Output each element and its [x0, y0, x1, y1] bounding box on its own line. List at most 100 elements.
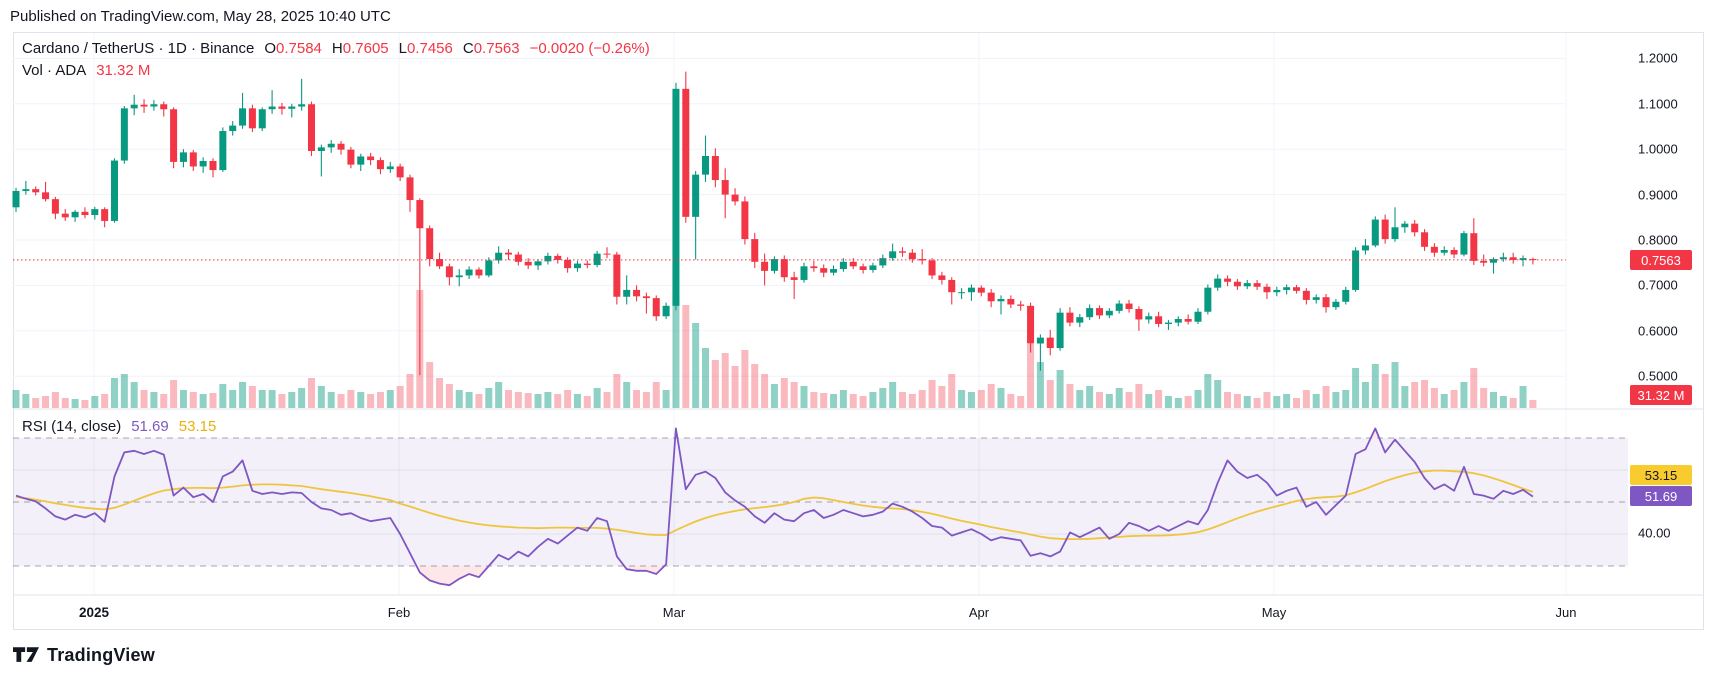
candle-down	[406, 177, 414, 201]
volume-bar	[1036, 362, 1044, 408]
price-axis-label: 0.5000	[1638, 368, 1678, 384]
close-value: 0.7563	[473, 40, 520, 57]
candle-down	[81, 211, 89, 216]
candle-up	[1460, 233, 1468, 255]
volume-bar	[770, 384, 778, 408]
candle-down	[1480, 260, 1488, 263]
volume-bar	[505, 390, 512, 408]
candle-down	[1125, 303, 1133, 310]
candle-down	[741, 201, 749, 240]
volume-value: 31.32 M	[96, 62, 151, 79]
candle-down	[1302, 290, 1310, 300]
candle-down	[524, 261, 532, 266]
candle-down	[1322, 297, 1330, 308]
volume-bar	[731, 366, 739, 408]
high-value: 0.7605	[342, 40, 389, 57]
candle-down	[61, 213, 69, 218]
volume-bar	[702, 348, 709, 408]
candle-up	[455, 275, 463, 278]
volume-bar	[1490, 392, 1497, 408]
volume-bar	[327, 392, 335, 408]
volume-bar	[1440, 394, 1448, 408]
candle-down	[810, 266, 818, 269]
volume-bar	[199, 394, 207, 408]
candle-down	[1293, 287, 1300, 291]
candle-up	[879, 258, 887, 266]
candle-up	[1440, 249, 1448, 253]
volume-bar	[396, 386, 404, 408]
candle-up	[623, 289, 631, 297]
volume-bar	[662, 390, 670, 408]
candle-down	[642, 296, 650, 299]
candle-down	[761, 261, 769, 271]
volume-bar	[1421, 380, 1429, 408]
volume-bar	[899, 392, 906, 408]
volume-bar	[1115, 388, 1123, 408]
candle-up	[1243, 283, 1251, 287]
candle-down	[160, 104, 168, 110]
volume-bar	[721, 353, 729, 408]
volume-bar	[672, 295, 680, 408]
volume-bar	[908, 394, 916, 408]
candle-down	[564, 259, 572, 269]
candle-up	[1194, 311, 1202, 322]
volume-bar	[160, 394, 168, 408]
candle-up	[967, 287, 975, 293]
tradingview-logo-icon	[13, 647, 39, 662]
volume-bar	[544, 392, 552, 408]
candle-up	[1076, 317, 1084, 323]
candle-down	[948, 279, 956, 293]
volume-bar	[426, 362, 434, 408]
candle-up	[1056, 312, 1064, 349]
volume-bar	[120, 374, 128, 408]
candle-down	[475, 269, 483, 276]
volume-legend-row: Vol · ADA 31.32 M	[22, 62, 150, 79]
volume-bar	[593, 388, 601, 408]
candle-up	[997, 299, 1005, 302]
candle-down	[583, 263, 591, 265]
candle-down	[987, 292, 995, 302]
volume-bar	[248, 386, 256, 408]
candle-up	[485, 260, 493, 276]
candle-down	[613, 254, 621, 297]
candle-up	[1371, 219, 1379, 246]
volume-bar	[938, 386, 946, 408]
volume-bar	[800, 386, 808, 408]
volume-bar	[308, 378, 315, 408]
volume-bar	[603, 392, 611, 408]
candle-up	[71, 211, 79, 218]
volume-bar	[623, 382, 631, 408]
volume-bar	[357, 392, 365, 408]
candle-down	[1430, 246, 1438, 253]
volume-bar	[1470, 368, 1478, 408]
volume-bar	[51, 392, 59, 408]
candle-down	[396, 166, 404, 178]
volume-bar	[1411, 382, 1419, 408]
candle-down	[780, 259, 788, 278]
candle-down	[42, 192, 50, 200]
volume-bar	[386, 390, 394, 408]
candle-up	[1273, 289, 1281, 293]
candle-down	[505, 252, 512, 255]
candle-down	[820, 268, 828, 273]
price-axis-label: 1.0000	[1638, 141, 1678, 157]
candle-down	[308, 104, 315, 152]
candle-down	[849, 261, 857, 267]
volume-bar	[1381, 374, 1389, 408]
volume-bar	[1164, 396, 1172, 408]
volume-bar	[583, 396, 591, 408]
volume-bar	[1204, 374, 1212, 408]
volume-bar	[613, 374, 621, 408]
time-axis-label-mar: Mar	[662, 605, 686, 620]
candle-down	[1066, 312, 1074, 323]
volume-bar	[298, 388, 306, 408]
candle-up	[869, 265, 877, 270]
volume-bar	[1302, 390, 1310, 408]
volume-bar	[1145, 394, 1153, 408]
candle-up	[544, 255, 552, 262]
volume-bar	[1361, 382, 1369, 408]
volume-bar	[475, 394, 483, 408]
volume-bar	[179, 390, 187, 408]
volume-bar	[1017, 396, 1025, 408]
candle-up	[288, 106, 296, 109]
